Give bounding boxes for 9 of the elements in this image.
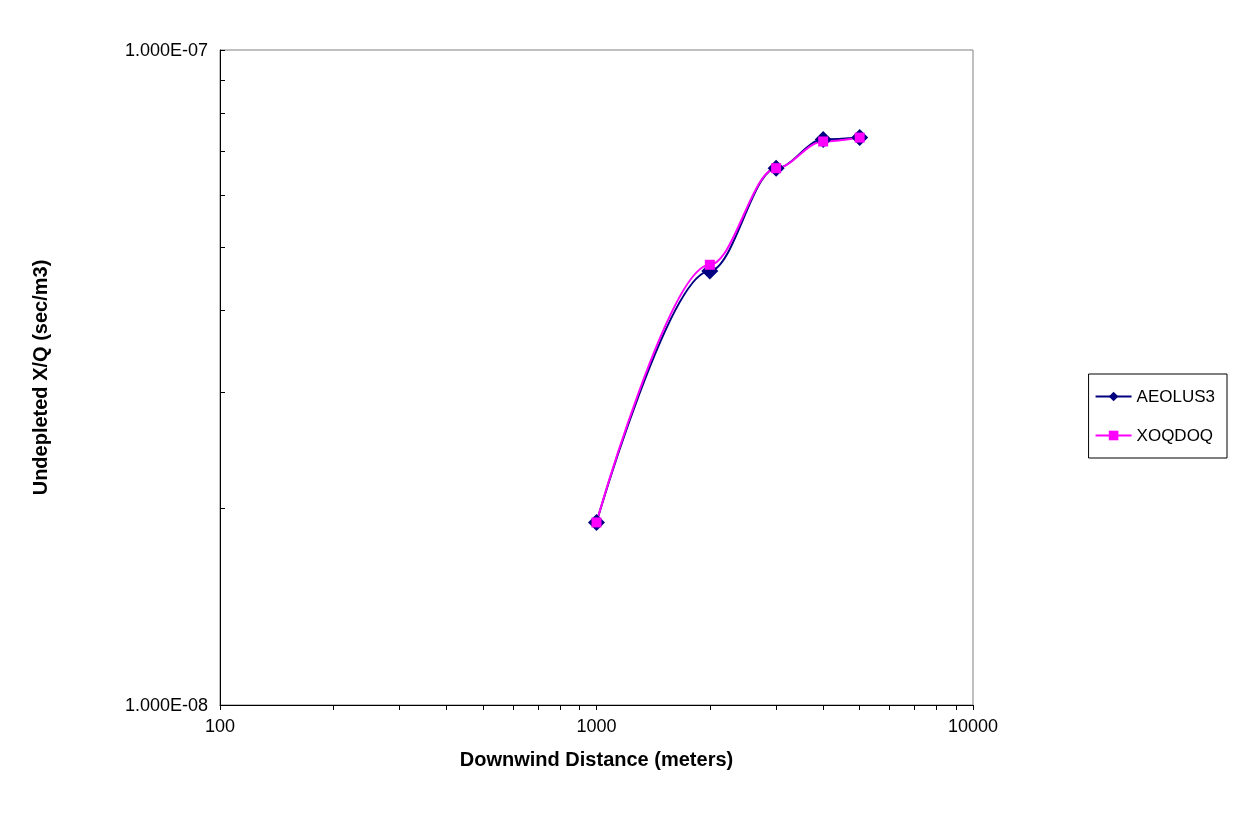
x-tick-label: 10000 (947, 716, 999, 736)
y-tick-label: 1.000E-08 (124, 695, 208, 715)
legend-label: XOQDOQ (1136, 426, 1214, 445)
y-tick-label: 1.000E-07 (124, 40, 208, 60)
legend-label: AEOLUS3 (1136, 387, 1216, 406)
y-axis-title: Undepleted X/Q (sec/m3) (29, 259, 51, 496)
x-tick-label: 100 (204, 716, 236, 736)
x-tick-label: 1000 (576, 716, 617, 736)
x-axis-title: Downwind Distance (meters) (459, 748, 734, 770)
